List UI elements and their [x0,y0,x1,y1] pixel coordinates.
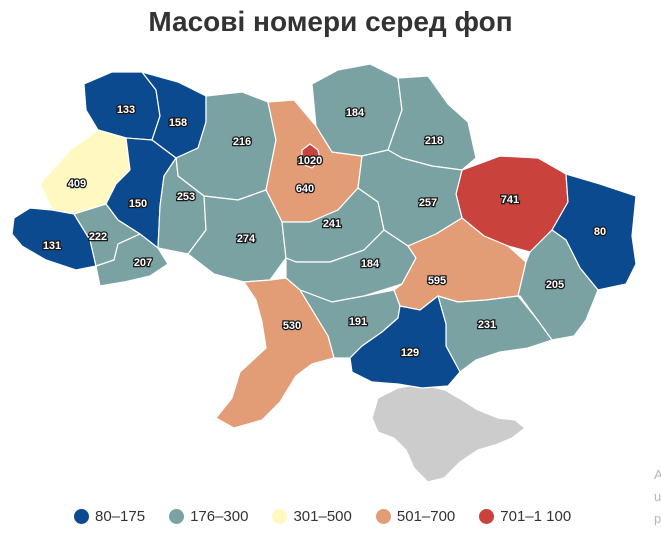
region-crimea[interactable] [371,383,526,483]
cropped-edge-text: A u p [654,464,661,530]
region-label-ivano-frankivsk: 222 [89,231,107,243]
legend-item[interactable]: 501–700 [375,508,456,525]
region-label-khmelnytskyi: 253 [177,191,195,203]
region-label-chernihiv: 184 [346,107,365,119]
legend-item[interactable]: 701–1 100 [479,508,571,525]
region-kherson[interactable] [349,295,461,389]
legend-swatch [169,509,185,524]
region-luhansk[interactable] [551,173,637,291]
region-chernivtsi[interactable] [95,233,169,287]
region-label-zaporizhzhia: 231 [478,319,496,331]
region-label-dnipropetrovsk: 595 [428,275,446,287]
region-label-vinnytsia: 274 [237,233,256,245]
ukraine-map: 133 158 216 184 218 1020 640 741 80 409 … [11,63,637,483]
region-label-chernivtsi: 207 [134,257,152,269]
edge-letter: A [654,467,661,482]
legend-item[interactable]: 176–300 [169,508,248,525]
legend-label: 701–1 100 [500,508,572,525]
edge-letter: u [654,489,661,504]
region-label-odesa: 530 [283,320,301,332]
region-label-volyn: 133 [117,104,135,116]
region-label-cherkasy: 241 [323,218,341,230]
region-label-mykolaiv: 191 [349,316,367,328]
region-label-kherson: 129 [401,347,419,359]
legend-label: 176–300 [190,508,249,525]
legend-item[interactable]: 301–500 [272,508,352,525]
legend-label: 501–700 [396,508,456,525]
region-kyiv-city[interactable] [301,143,321,169]
legend-swatch [479,509,495,524]
region-label-rivne: 158 [169,117,187,129]
legend: 80–175 176–300 301–500 501–700 701–1 100 [74,508,595,525]
region-label-poltava: 257 [419,197,437,209]
legend-item[interactable]: 80–175 [74,508,145,525]
region-label-kirovohrad: 184 [361,258,380,270]
legend-swatch [375,509,391,524]
region-label-kyiv-city: 1020 [298,155,322,167]
region-label-lviv: 409 [68,178,86,190]
region-label-luhansk: 80 [594,226,606,238]
edge-letter: p [654,511,661,526]
region-label-zhytomyr: 216 [233,136,251,148]
legend-swatch [272,509,288,524]
region-sumy[interactable] [387,75,477,171]
region-label-kyiv-oblast: 640 [296,183,314,195]
region-odesa[interactable] [215,277,335,429]
region-label-donetsk: 205 [546,279,564,291]
region-label-ternopil: 150 [129,198,147,210]
region-label-zakarpattia: 131 [43,240,61,252]
map-title: Масові номери серед фоп [148,6,513,37]
legend-label: 80–175 [95,508,146,525]
legend-swatch [74,509,89,524]
region-label-sumy: 218 [425,135,443,147]
legend-label: 301–500 [293,508,352,525]
region-label-kharkiv: 741 [501,194,519,206]
